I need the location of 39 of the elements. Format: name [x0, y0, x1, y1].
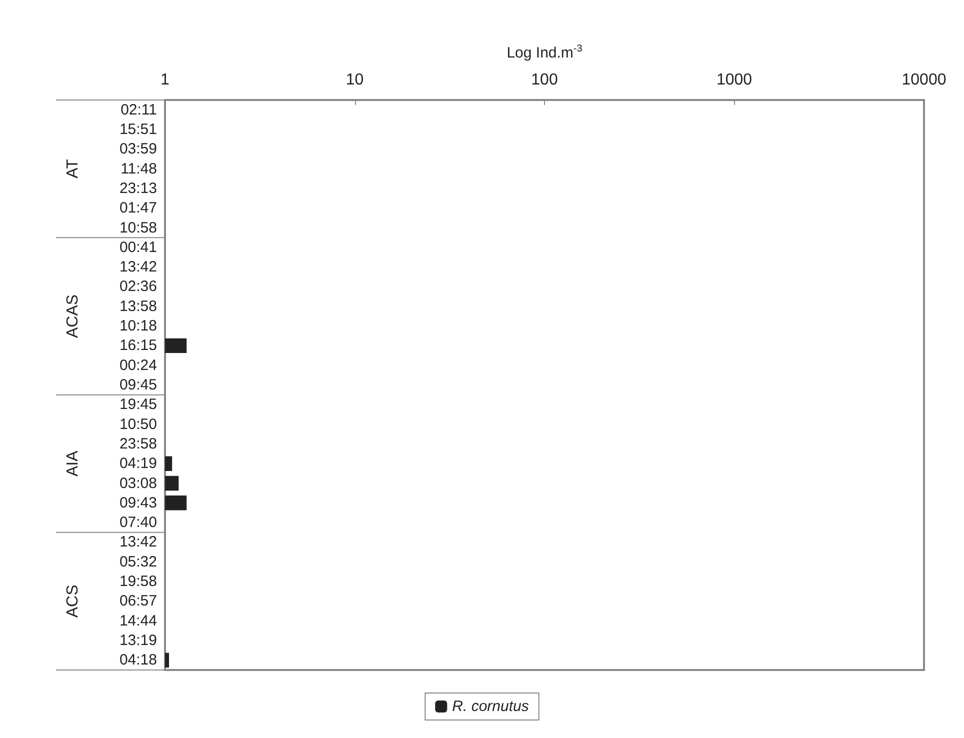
text: ACS [64, 584, 82, 618]
y-tick-label: 13:42 [119, 258, 157, 276]
text: AIA [64, 450, 82, 477]
y-tick-label: 19:45 [119, 396, 157, 414]
y-tick-label: 09:45 [119, 376, 157, 394]
legend-label: R. cornutus [452, 698, 530, 715]
x-tick-label: 1 [160, 72, 170, 88]
text: ACAS [64, 294, 82, 338]
y-tick-label: 19:58 [119, 573, 157, 590]
x-tick-label: 100 [531, 72, 558, 88]
y-tick-label: 10:50 [119, 416, 157, 433]
y-tick-label: 04:18 [119, 652, 157, 669]
y-tick-label: 13:19 [119, 632, 157, 650]
x-tick-label: 10000 [902, 72, 946, 88]
y-tick-label: 13:42 [119, 534, 157, 551]
x-tick-label: 1000 [716, 72, 752, 88]
y-tick-label: 23:13 [119, 180, 157, 197]
y-tick-label: 11:48 [120, 160, 157, 178]
y-tick-label: 07:40 [119, 514, 157, 532]
text: AT [64, 158, 82, 178]
y-tick-label: 05:32 [119, 553, 157, 570]
y-tick-label: 03:08 [119, 474, 157, 492]
x-tick-label: 10 [346, 72, 364, 88]
y-tick-label: 02:36 [119, 278, 157, 296]
y-tick-label: 10:58 [119, 219, 157, 236]
y-tick-label: 03:59 [119, 140, 157, 158]
y-tick-label: 00:24 [119, 356, 157, 374]
y-tick-label: 06:57 [119, 592, 157, 610]
y-tick-label: 10:18 [119, 318, 157, 335]
y-tick-label: 15:51 [119, 120, 157, 138]
y-tick-label: 01:47 [119, 200, 157, 217]
y-tick-label: 23:58 [119, 435, 157, 452]
y-tick-label: 14:44 [119, 612, 157, 630]
y-tick-label: 09:43 [119, 494, 157, 512]
y-tick-label: 00:41 [119, 238, 157, 256]
y-tick-label: 04:19 [119, 455, 157, 472]
y-tick-label: 02:11 [120, 101, 157, 118]
y-tick-label: 16:15 [119, 337, 157, 354]
y-tick-label: 13:58 [119, 298, 157, 315]
